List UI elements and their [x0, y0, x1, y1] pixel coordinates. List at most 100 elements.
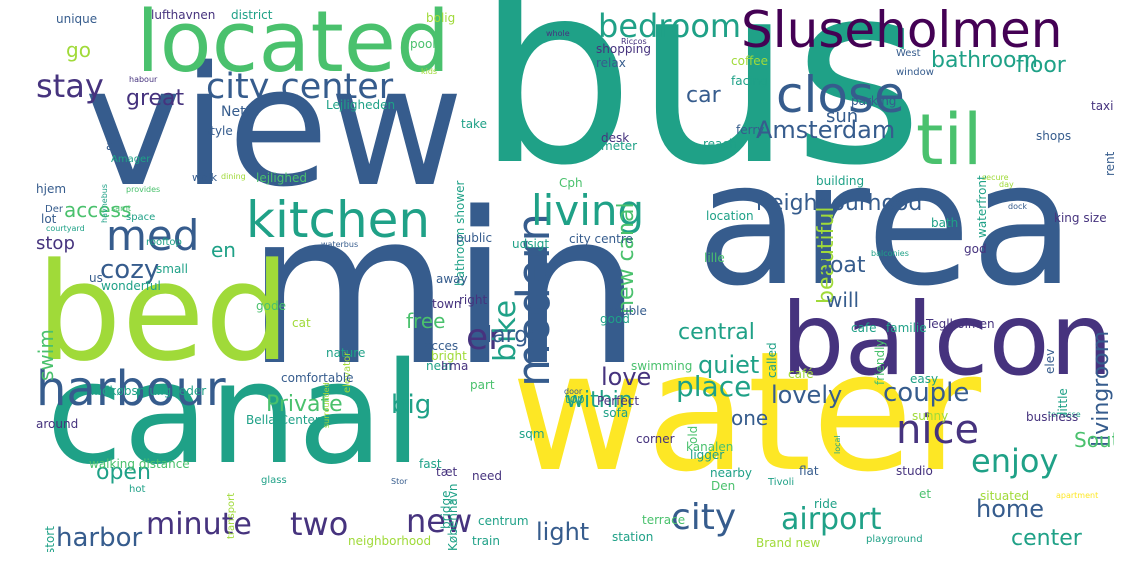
- word-perfect: Perfect: [597, 394, 640, 408]
- word-flat: flat: [799, 464, 819, 478]
- word-swimming: swimming: [631, 359, 693, 373]
- word-waterfront: waterfront: [975, 175, 989, 238]
- word-near: near: [426, 359, 454, 373]
- word-bedroom: bedroom: [598, 7, 742, 45]
- word-good: good: [600, 312, 630, 326]
- word-taxi: taxi: [1091, 99, 1114, 113]
- word-take: take: [461, 117, 487, 131]
- word-love: love: [601, 363, 652, 391]
- word-indkøbsmuligheder: indkøbsmuligheder: [91, 384, 207, 398]
- word-style: style: [204, 124, 233, 138]
- word-situated: situated: [980, 489, 1029, 503]
- word-two: two: [290, 505, 349, 543]
- word-parking: parking: [851, 94, 897, 108]
- word-stort: stort: [43, 526, 57, 552]
- word-city-center: city center: [206, 67, 394, 107]
- word-city-centre: city centre: [569, 232, 633, 246]
- word-centrum: centrum: [478, 514, 529, 528]
- word-home: home: [976, 495, 1045, 523]
- word-amager: Amager: [111, 154, 151, 165]
- word-king-size: king size: [1054, 211, 1107, 225]
- word-top: top: [565, 392, 585, 406]
- word-town: town: [432, 297, 462, 311]
- word-located: located: [136, 0, 451, 92]
- word-nature: nature: [326, 346, 366, 360]
- word-habour: habour: [129, 75, 158, 84]
- word-walking-distance: walking distance: [89, 457, 190, 471]
- word-within: within: [566, 388, 633, 413]
- word-teglholmen: Teglholmen: [926, 317, 995, 331]
- word-sluseholmen: Sluseholmen: [741, 1, 1063, 59]
- word-unique: unique: [56, 12, 98, 26]
- word-day: day: [999, 180, 1014, 189]
- word-station: station: [612, 530, 654, 544]
- word-lejligheden: Lejligheden: [326, 98, 396, 112]
- word-living: living: [531, 186, 645, 235]
- word-access: access: [64, 198, 132, 222]
- word-shops: shops: [1036, 129, 1072, 143]
- word-right: right: [459, 293, 488, 307]
- word-train: train: [472, 534, 500, 548]
- word-netto: Netto: [221, 104, 260, 120]
- word-sqm: sqm: [519, 427, 545, 441]
- word-cat: cat: [292, 316, 311, 330]
- word-lufthavnen: lufthavnen: [151, 8, 216, 22]
- word-studio: studio: [896, 464, 933, 478]
- word-bella-center: Bella Center: [246, 413, 320, 427]
- word-away: away: [436, 272, 468, 286]
- word-neighborhood: neighborhood: [348, 534, 432, 548]
- word-one: one: [731, 406, 769, 430]
- word-terrace: terrace: [642, 513, 686, 527]
- word-view: view: [84, 31, 464, 223]
- word-terrasse: terrasse: [1048, 410, 1081, 419]
- word-center: center: [1011, 526, 1082, 551]
- word-swim: swim: [36, 329, 58, 381]
- word-big: big: [391, 390, 432, 420]
- word-harbor: harbor: [56, 523, 143, 552]
- word-space: space: [126, 212, 156, 223]
- word-need: need: [472, 469, 502, 483]
- word-relax: relax: [596, 56, 626, 70]
- word-apartment: apartment: [1056, 491, 1099, 500]
- word-god: god: [964, 242, 987, 256]
- word-pool: pool: [410, 37, 436, 51]
- word-lille: lille: [704, 251, 725, 265]
- word-boat: boat: [816, 253, 866, 278]
- word-private: Private: [266, 392, 343, 417]
- word-car: car: [686, 83, 721, 108]
- word-med: med: [106, 211, 200, 260]
- word-tæt: tæt: [436, 465, 458, 479]
- word-cph: Cph: [559, 176, 583, 190]
- word-door: door: [564, 387, 583, 396]
- word-gode: gode: [256, 299, 286, 313]
- word-samt: samt: [111, 204, 131, 213]
- word-west: West: [896, 48, 921, 59]
- word-havnebus: havnebus: [100, 184, 109, 224]
- word-er: er: [466, 317, 503, 358]
- word-en: en: [211, 238, 236, 262]
- word-surrounded: surrounded: [322, 382, 331, 428]
- word-brand-new: Brand new: [756, 536, 821, 550]
- word-bathroom: bathroom: [931, 48, 1038, 73]
- word-hot: hot: [129, 484, 146, 495]
- word-kids: kids: [421, 67, 438, 76]
- word-place: place: [676, 370, 752, 403]
- word-bath: bath: [931, 216, 959, 230]
- word-kanalen: kanalen: [686, 440, 734, 454]
- word-af: af: [106, 139, 118, 153]
- word-sofa: sofa: [603, 406, 629, 420]
- word-easy: easy: [910, 372, 939, 386]
- word-fast: fast: [419, 457, 442, 471]
- word-ride: ride: [814, 497, 838, 511]
- word-called: called: [765, 342, 779, 379]
- word-whole: whole: [546, 29, 570, 38]
- word-courtyard: courtyard: [46, 224, 85, 233]
- word-transport: transport: [226, 492, 237, 539]
- word-sunny: sunny: [912, 409, 949, 423]
- word-facing: facing: [731, 74, 768, 88]
- word-ferry: ferry: [736, 123, 765, 137]
- word-location: location: [706, 209, 754, 223]
- word-lot: lot: [41, 212, 57, 226]
- word-playground: playground: [866, 534, 923, 545]
